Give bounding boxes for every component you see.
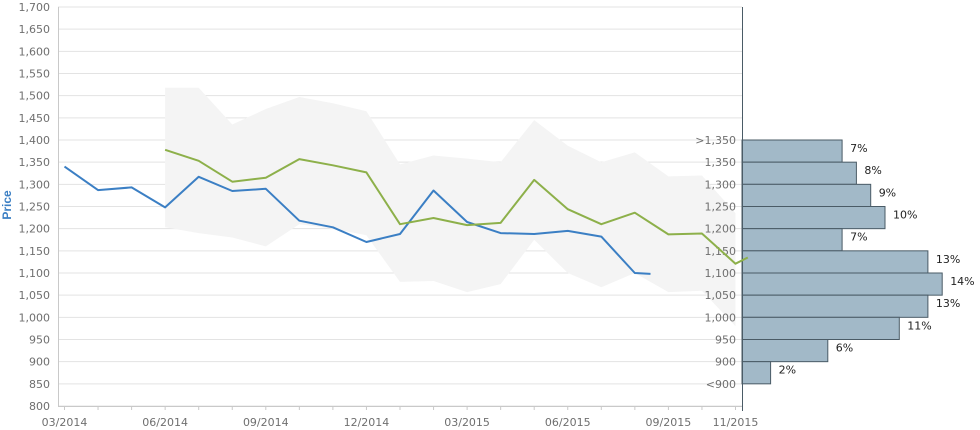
distribution-value-label: 10% xyxy=(893,209,917,222)
y-tick-label: 1,350 xyxy=(19,156,51,169)
distribution-bin-label: 1,000 xyxy=(705,311,737,324)
y-tick-label: 1,050 xyxy=(19,289,51,302)
distribution-bin-label: 1,050 xyxy=(705,289,737,302)
y-axis-title: Price xyxy=(0,190,14,220)
distribution-bar xyxy=(741,250,929,274)
distribution-bar xyxy=(741,316,900,341)
x-tick-label: 11/2015 xyxy=(713,416,759,429)
distribution-value-label: 8% xyxy=(864,164,881,177)
distribution-value-label: 9% xyxy=(879,186,896,199)
distribution-bin-label: 1,300 xyxy=(705,178,737,191)
distribution-value-label: 2% xyxy=(779,364,796,377)
distribution-bar xyxy=(741,161,857,185)
distribution-bar xyxy=(741,206,886,230)
price-distribution: 7% >1,350 8% 1,350 9% 1,300 10% 1,250 7% 1,200 13%… xyxy=(695,134,974,391)
axes xyxy=(58,7,743,411)
distribution-bar xyxy=(741,272,943,296)
x-tick-label: 12/2014 xyxy=(344,416,390,429)
distribution-bar xyxy=(741,183,872,207)
distribution-bar xyxy=(741,294,929,318)
y-tick-label: 1,400 xyxy=(19,134,51,147)
x-tick-label: 06/2015 xyxy=(545,416,591,429)
distribution-value-label: 6% xyxy=(836,342,853,355)
y-tick-label: 1,650 xyxy=(19,23,51,36)
distribution-value-label: 13% xyxy=(936,297,960,310)
tick-labels: 800 850 900 950 1,000 1,050 1,100 1,150 1,200 1,2… xyxy=(19,1,759,429)
y-tick-label: 1,200 xyxy=(19,223,51,236)
distribution-bar xyxy=(741,228,843,252)
distribution-bin-label: 900 xyxy=(715,356,736,369)
x-tick-label: 03/2014 xyxy=(42,416,88,429)
y-tick-label: 950 xyxy=(29,334,50,347)
x-tick-label: 03/2015 xyxy=(444,416,490,429)
distribution-value-label: 13% xyxy=(936,253,960,266)
y-tick-label: 900 xyxy=(29,356,50,369)
y-tick-label: 1,500 xyxy=(19,90,51,103)
x-tick-label: 06/2014 xyxy=(142,416,188,429)
x-tick-label: 09/2014 xyxy=(243,416,289,429)
y-tick-label: 1,700 xyxy=(19,1,51,14)
series-lines xyxy=(63,148,749,275)
y-tick-label: 1,600 xyxy=(19,45,51,58)
distribution-value-label: 11% xyxy=(907,319,931,332)
y-tick-label: 1,100 xyxy=(19,267,51,280)
y-tick-label: 850 xyxy=(29,378,50,391)
distribution-bin-label: 1,350 xyxy=(705,156,737,169)
y-tick-label: 1,150 xyxy=(19,245,51,258)
distribution-bar xyxy=(741,339,829,363)
distribution-bin-label: 950 xyxy=(715,334,736,347)
series-line-2 xyxy=(164,148,749,265)
distribution-bin-label: 1,100 xyxy=(705,267,737,280)
distribution-bar xyxy=(741,361,772,385)
distribution-bin-label: <900 xyxy=(706,378,736,391)
x-tick-label: 09/2015 xyxy=(646,416,692,429)
distribution-value-label: 14% xyxy=(950,275,974,288)
distribution-bin-label: >1,350 xyxy=(695,134,736,147)
distribution-bin-label: 1,200 xyxy=(705,223,737,236)
distribution-value-label: 7% xyxy=(850,142,867,155)
y-tick-label: 1,550 xyxy=(19,68,51,81)
y-tick-label: 1,250 xyxy=(19,201,51,214)
y-tick-label: 800 xyxy=(29,400,50,413)
y-tick-label: 1,450 xyxy=(19,112,51,125)
y-tick-label: 1,000 xyxy=(19,311,51,324)
distribution-bar xyxy=(741,139,843,163)
distribution-value-label: 7% xyxy=(850,231,867,244)
distribution-bin-label: 1,250 xyxy=(705,201,737,214)
series-line-1 xyxy=(63,165,651,275)
y-tick-label: 1,300 xyxy=(19,178,51,191)
